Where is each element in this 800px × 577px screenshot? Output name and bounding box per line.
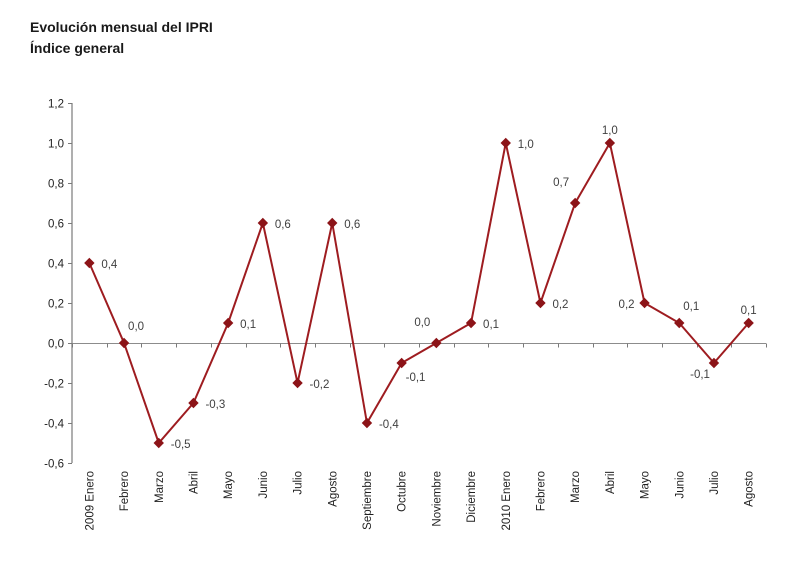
data-label: 0,2 <box>552 299 568 311</box>
data-point <box>535 297 546 309</box>
data-label: 0,1 <box>741 305 757 317</box>
y-tick-label: 0,8 <box>48 179 64 191</box>
data-point <box>674 317 685 329</box>
x-category-label: 2009 Enero <box>84 471 96 530</box>
x-category-label: Abril <box>188 471 200 494</box>
data-label: 0,1 <box>683 301 699 313</box>
data-label: 0,1 <box>483 319 499 331</box>
series-line <box>88 140 750 445</box>
data-point <box>500 137 511 149</box>
data-label: -0,5 <box>171 439 191 451</box>
data-label: 0,2 <box>619 299 635 311</box>
data-point <box>743 317 754 329</box>
y-tick-label: 0,0 <box>48 339 64 351</box>
data-label: -0,2 <box>310 379 330 391</box>
y-tick-label: 0,4 <box>48 259 65 271</box>
data-point <box>257 217 269 229</box>
data-point <box>292 377 303 389</box>
y-tick-label: 1,0 <box>48 139 64 151</box>
data-label: 0,6 <box>275 219 291 231</box>
x-category-label: Diciembre <box>466 471 478 523</box>
data-point <box>222 317 234 329</box>
data-point <box>396 357 407 369</box>
data-label: 0,0 <box>414 317 430 329</box>
chart-title: Evolución mensual del IPRI Índice general <box>30 17 213 59</box>
chart-title-line2: Índice general <box>30 40 125 56</box>
data-label: 1,0 <box>602 125 618 137</box>
x-category-label: Mayo <box>640 471 652 499</box>
data-label: -0,4 <box>379 419 399 431</box>
x-axis <box>72 343 767 348</box>
x-category-label: 2010 Enero <box>501 471 513 530</box>
data-label: 0,7 <box>553 177 569 189</box>
data-point <box>361 417 373 429</box>
x-category-label: Febrero <box>119 471 131 511</box>
x-category-label: Abril <box>605 471 617 494</box>
data-point <box>118 337 130 349</box>
data-label: 0,6 <box>344 219 360 231</box>
data-label: 0,1 <box>240 319 256 331</box>
y-tick-label: 1,2 <box>48 99 64 111</box>
chart-title-line1: Evolución mensual del IPRI <box>30 19 213 35</box>
data-point <box>708 357 720 369</box>
y-tick-label: 0,6 <box>48 219 64 231</box>
series-points: 0,4 0,0 -0,5 -0,3 0,1 0,6 -0,2 0,6 -0,4 -0,1 0,0 0,… <box>84 125 757 451</box>
data-label: -0,1 <box>690 369 710 381</box>
data-point <box>569 197 581 209</box>
data-point <box>465 317 477 329</box>
data-label: 0,4 <box>101 259 118 271</box>
x-axis-labels: 2009 Enero Febrero Marzo Abril Mayo Junio Juli… <box>84 471 755 530</box>
data-label: -0,3 <box>205 399 225 411</box>
y-tick-label: 0,2 <box>48 299 64 311</box>
x-category-label: Noviembre <box>431 471 443 527</box>
y-axis: 1,2 1,0 0,8 0,6 0,4 0,2 0,0 -0,2 -0,4 -0,6 <box>44 99 73 471</box>
data-point <box>604 137 616 149</box>
y-tick-label: -0,2 <box>44 379 64 391</box>
data-point <box>327 217 338 229</box>
x-category-label: Febrero <box>535 471 547 511</box>
x-category-label: Junio <box>258 471 270 499</box>
x-category-label: Agosto <box>327 471 339 507</box>
y-tick-label: -0,6 <box>44 459 64 471</box>
x-category-label: Marzo <box>570 471 582 503</box>
x-category-label: Marzo <box>154 471 166 503</box>
data-label: 0,0 <box>128 321 144 333</box>
y-tick-label: -0,4 <box>44 419 64 431</box>
data-point <box>153 437 164 449</box>
data-point <box>639 297 650 309</box>
x-category-label: Junio <box>674 471 686 499</box>
data-point <box>188 397 199 409</box>
data-label: 1,0 <box>518 139 534 151</box>
data-point <box>84 257 95 269</box>
x-category-label: Octubre <box>397 471 409 512</box>
x-category-label: Septiembre <box>362 471 374 530</box>
x-category-label: Agosto <box>744 471 756 507</box>
x-category-label: Mayo <box>223 471 235 499</box>
data-label: -0,1 <box>406 372 426 384</box>
x-category-label: Julio <box>293 471 305 495</box>
data-point <box>431 337 442 349</box>
x-category-label: Julio <box>709 471 721 495</box>
